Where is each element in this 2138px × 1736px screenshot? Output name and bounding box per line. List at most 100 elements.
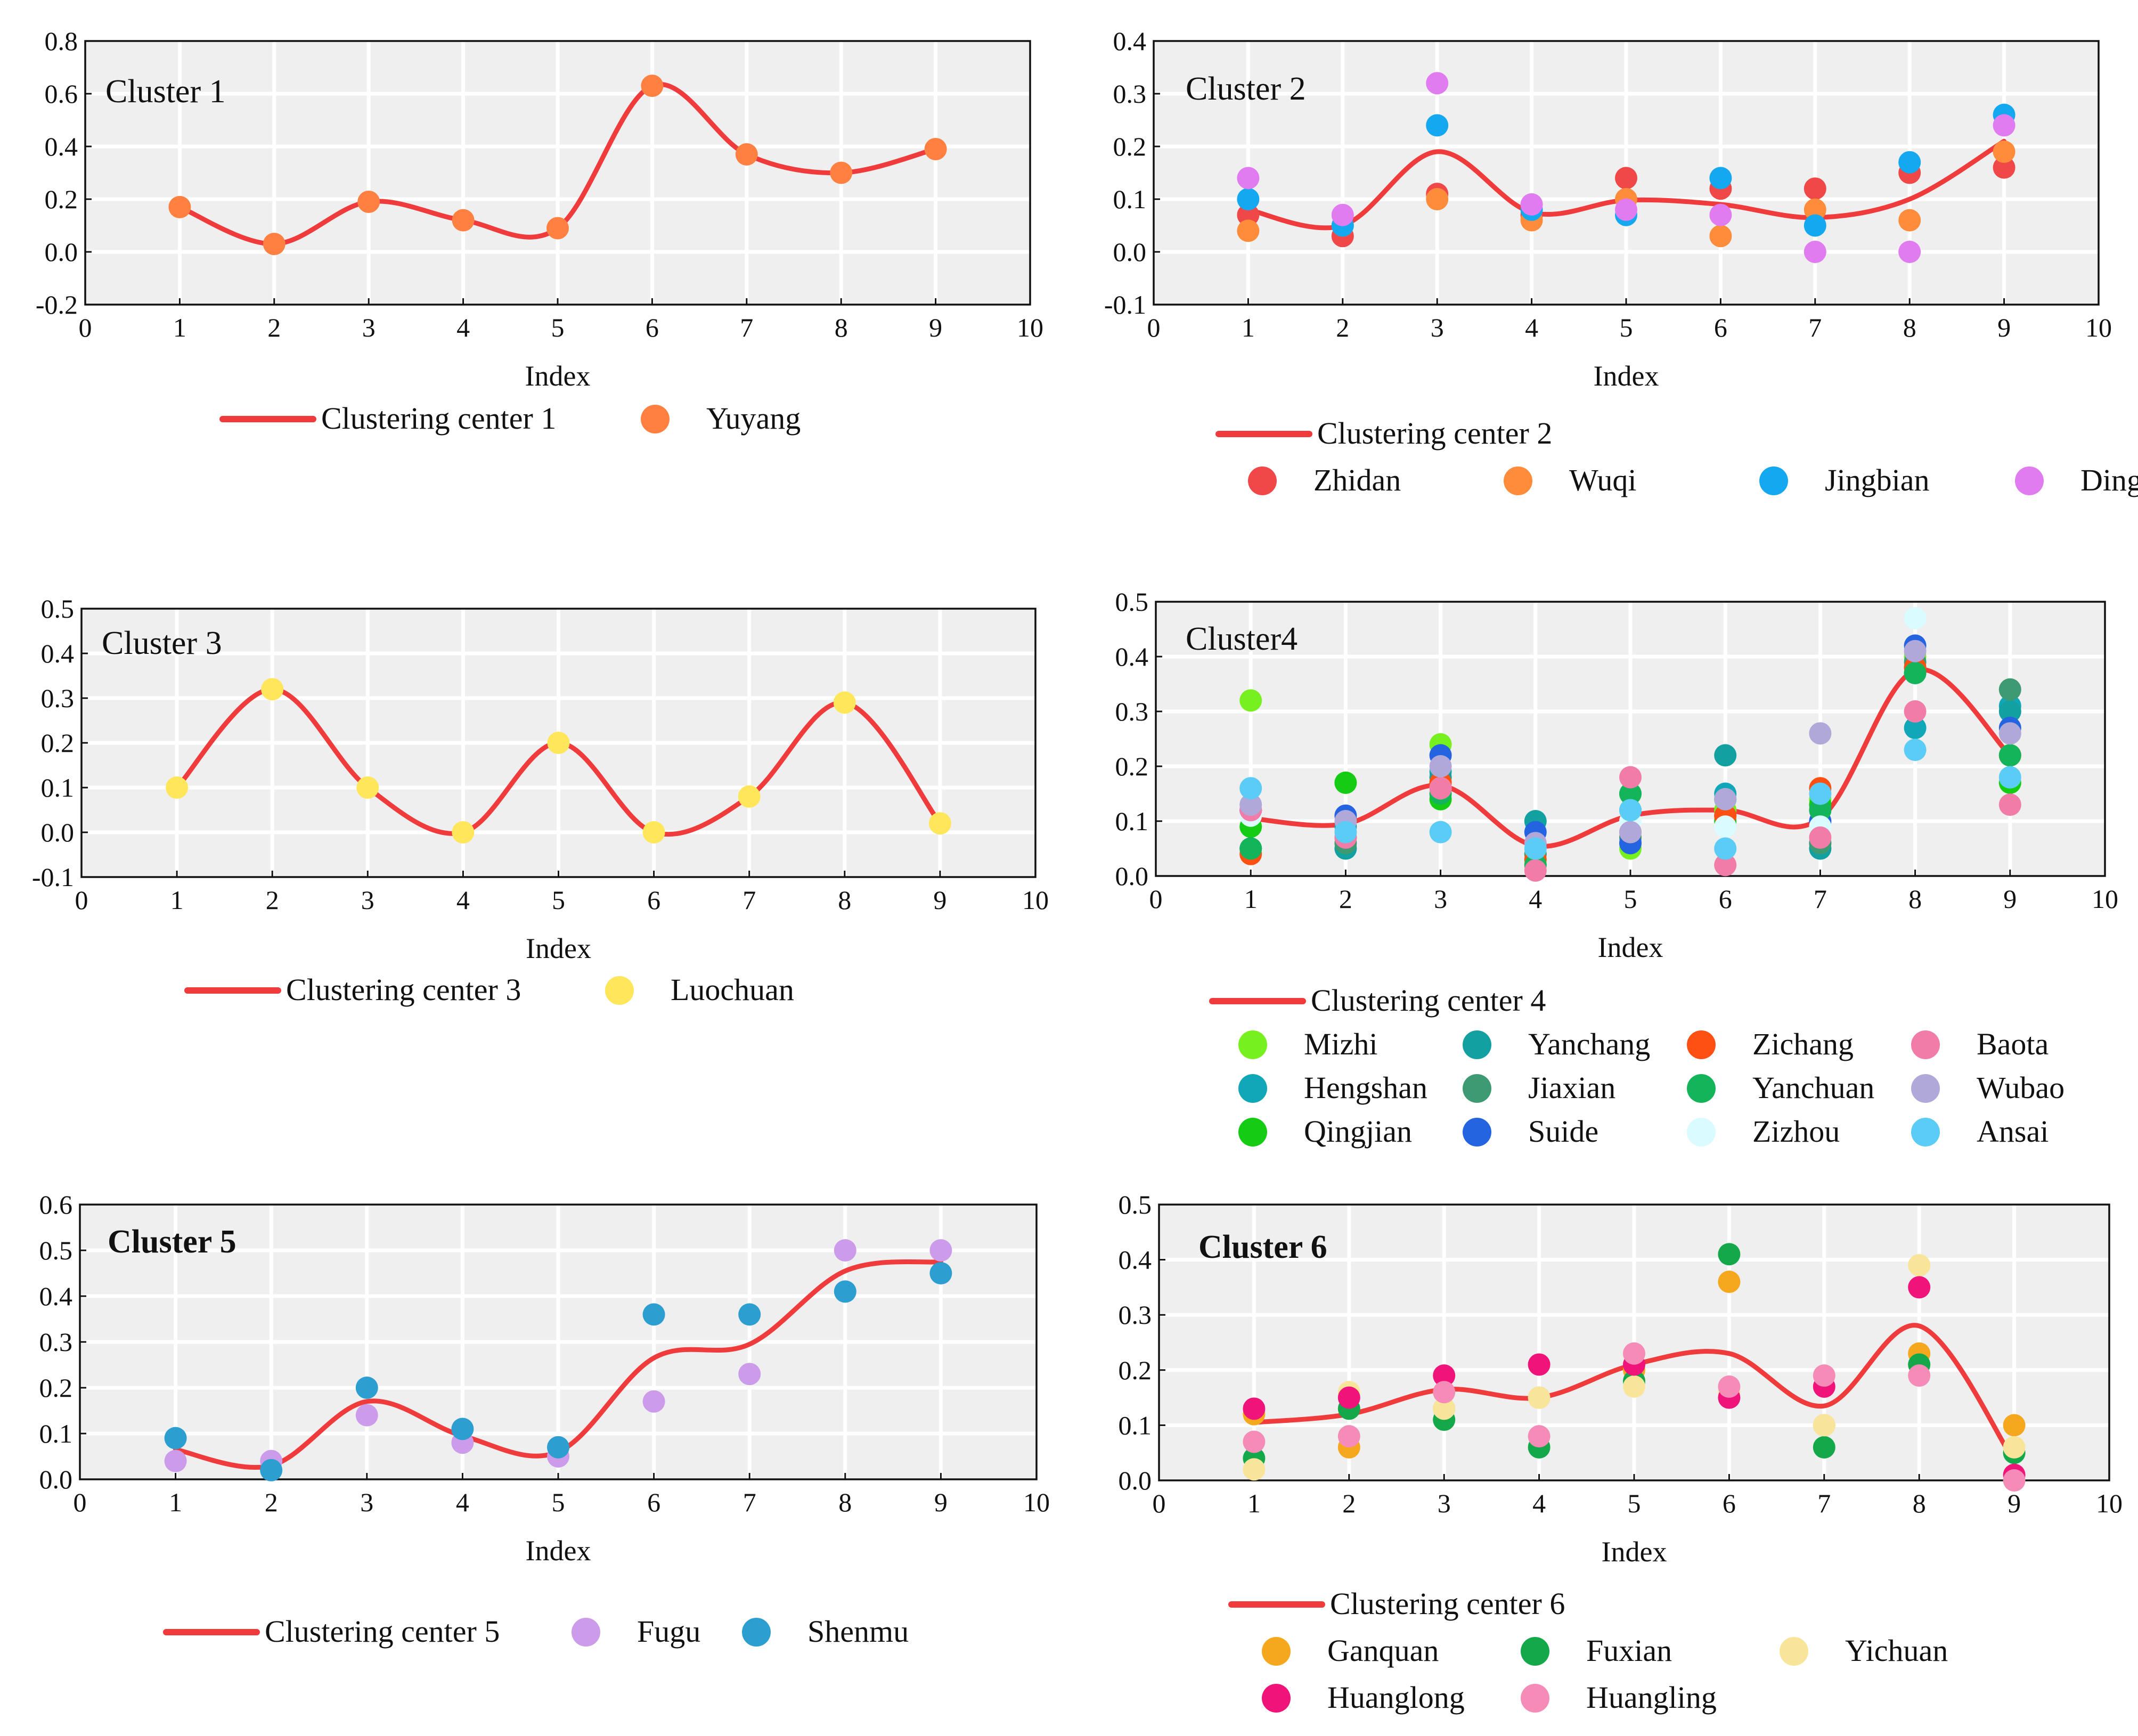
legend-label: Luochuan <box>671 972 794 1007</box>
data-point <box>929 1262 952 1284</box>
chart-panel-1: 0 1 2 3 4 5 6 7 8 9 10 -0.2 0.0 0.2 0.4 0.6 0.8 Index Clus… <box>36 26 1043 392</box>
legend-label: Clustering center 4 <box>1311 983 1546 1018</box>
data-point <box>1619 821 1642 844</box>
data-point <box>1904 607 1927 629</box>
data-point <box>1528 1425 1551 1448</box>
legend-marker <box>1463 1118 1491 1147</box>
data-point <box>1243 1430 1266 1453</box>
data-point <box>1237 203 1260 226</box>
data-point <box>1804 177 1826 200</box>
panel-title: Cluster 3 <box>102 625 222 661</box>
data-point <box>1331 203 1354 226</box>
x-tick-label: 9 <box>933 885 946 915</box>
legend-marker <box>1238 1074 1267 1103</box>
x-tick-label: 9 <box>2003 884 2017 914</box>
y-tick-label: 0.4 <box>39 1281 73 1311</box>
y-tick-label: 0.3 <box>39 1327 73 1357</box>
legend-marker <box>572 1618 600 1647</box>
legend-label: Fuxian <box>1586 1633 1672 1668</box>
grid-lines <box>85 41 1030 305</box>
legend-marker <box>1911 1030 1940 1059</box>
data-point <box>260 1459 283 1481</box>
x-tick-label: 6 <box>647 1487 660 1517</box>
x-tick-label: 0 <box>1153 1488 1166 1518</box>
legend-marker <box>1687 1030 1716 1059</box>
y-tick-label: 0.4 <box>41 638 75 668</box>
x-tick-label: 3 <box>1431 313 1444 342</box>
legend-label: Ansai <box>1977 1114 2049 1149</box>
data-point <box>1714 837 1737 860</box>
series-shenmu <box>164 1262 952 1481</box>
data-point <box>1809 782 1832 805</box>
data-point <box>1709 225 1732 248</box>
legend-marker <box>1248 466 1277 495</box>
x-tick-label: 1 <box>170 885 184 915</box>
data-point <box>1809 826 1832 849</box>
legend-label: Clustering center 3 <box>286 972 521 1007</box>
data-point <box>1908 1276 1931 1299</box>
data-point <box>1337 1386 1360 1409</box>
panel-title: Cluster 6 <box>1198 1229 1327 1265</box>
series-huangling <box>1243 1342 2026 1492</box>
data-point <box>929 1239 952 1262</box>
grid-lines <box>80 1205 1037 1479</box>
legend-label: Hengshan <box>1304 1070 1427 1105</box>
data-point <box>1709 167 1732 190</box>
y-tick-label: 0.6 <box>45 79 78 109</box>
x-tick-label: 10 <box>2092 884 2118 914</box>
data-point <box>452 821 475 844</box>
data-point <box>1237 219 1260 242</box>
data-point <box>1239 689 1262 712</box>
x-tick-label: 7 <box>1817 1488 1831 1518</box>
x-tick-label: 0 <box>75 885 88 915</box>
data-point <box>1524 859 1547 882</box>
legend-label: Wubao <box>1977 1070 2064 1105</box>
data-point <box>834 1280 856 1303</box>
y-tick-label: 0.0 <box>39 1464 73 1494</box>
legend-label: Dingbian <box>2080 463 2138 497</box>
data-point <box>1898 209 1921 232</box>
data-point <box>1904 716 1927 739</box>
y-tick-label: 0.5 <box>39 1235 73 1265</box>
y-tick-label: 0.0 <box>1115 861 1149 891</box>
data-point <box>1813 1436 1835 1459</box>
x-axis-label: Index <box>1594 360 1659 392</box>
data-point <box>1334 821 1357 844</box>
legend-4: Clustering center 4 Mizhi Hengshan Qingjian… <box>1209 983 2064 1149</box>
x-tick-label: 5 <box>551 313 565 342</box>
x-tick-label: 4 <box>456 885 470 915</box>
data-point <box>1993 114 2015 137</box>
legend-label: Clustering center 1 <box>321 401 556 436</box>
y-tick-label: 0.6 <box>39 1190 73 1219</box>
panel-title: Cluster 5 <box>108 1224 236 1260</box>
y-tick-label: 0.1 <box>1113 184 1147 214</box>
data-point <box>1904 739 1927 761</box>
data-point <box>1809 722 1832 745</box>
legend-label: Yuyang <box>706 401 801 436</box>
x-tick-label: 7 <box>740 313 753 342</box>
legend-marker <box>1262 1637 1291 1666</box>
x-tick-label: 2 <box>1336 313 1349 342</box>
data-point <box>1243 1397 1266 1420</box>
series-yichuan <box>1243 1254 2026 1481</box>
x-tick-label: 1 <box>1247 1488 1261 1518</box>
y-tick-label: 0.8 <box>45 26 78 56</box>
x-tick-label: 10 <box>2096 1488 2123 1518</box>
legend-marker <box>1687 1074 1716 1103</box>
plot-frame <box>1155 601 2106 877</box>
x-tick-label: 2 <box>266 885 279 915</box>
x-tick-label: 8 <box>1908 884 1922 914</box>
data-point <box>1524 837 1547 860</box>
x-tick-label: 3 <box>360 1487 373 1517</box>
data-point <box>738 785 761 808</box>
x-tick-label: 8 <box>1903 313 1916 342</box>
data-point <box>1619 782 1642 805</box>
legend-6: Clustering center 6 Ganquan Fuxian Yichuan H… <box>1228 1586 1948 1715</box>
x-tick-label: 6 <box>1723 1488 1736 1518</box>
data-point <box>1993 156 2015 179</box>
data-point <box>1718 1375 1741 1398</box>
legend-label: Zhidan <box>1313 463 1401 497</box>
legend-label: Huanglong <box>1327 1680 1465 1715</box>
legend-label: Zizhou <box>1752 1114 1840 1149</box>
